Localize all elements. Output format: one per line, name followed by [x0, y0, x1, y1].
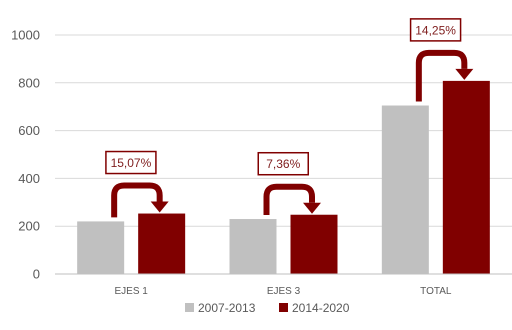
change-arrow [263, 183, 315, 216]
y-tick-label: 400 [18, 171, 40, 186]
legend-swatch [279, 303, 288, 312]
change-badge [257, 151, 309, 176]
bar-2007-2013 [229, 219, 277, 274]
x-tick-label: EJES 3 [267, 286, 301, 297]
bar-2014-2020 [290, 214, 338, 274]
legend: 2007-2013 2014-2020 [185, 301, 350, 315]
legend-swatch [185, 303, 194, 312]
y-tick-label: 0 [33, 267, 40, 282]
y-axis: 0 200 400 600 800 1000 [11, 28, 40, 282]
change-arrows: 15,07% 7,36% 14,25% [105, 18, 474, 218]
legend-label: 2014-2020 [292, 301, 350, 315]
x-axis: EJES 1 EJES 3 TOTAL [55, 273, 512, 297]
change-badge [105, 150, 157, 175]
change-label: 15,07% [111, 156, 152, 170]
bar-2007-2013 [381, 105, 429, 274]
bars [77, 80, 490, 274]
arrow-head [303, 202, 321, 214]
gridlines [55, 34, 512, 227]
change-arrow [111, 182, 163, 218]
change-label: 14,25% [415, 23, 456, 37]
y-tick-label: 600 [18, 123, 40, 138]
y-tick-label: 1000 [11, 28, 40, 43]
bar-2014-2020 [442, 80, 490, 274]
change-arrow [415, 49, 468, 102]
arrow-head [455, 68, 474, 80]
arrow-head [150, 201, 169, 213]
bar-2007-2013 [77, 221, 125, 274]
legend-label: 2007-2013 [198, 301, 256, 315]
x-tick-label: TOTAL [420, 286, 452, 297]
bar-2014-2020 [138, 213, 186, 274]
change-badge [409, 18, 462, 42]
y-tick-label: 200 [18, 219, 40, 234]
change-label: 7,36% [266, 157, 300, 171]
x-tick-label: EJES 1 [114, 286, 148, 297]
y-tick-label: 800 [18, 75, 40, 90]
